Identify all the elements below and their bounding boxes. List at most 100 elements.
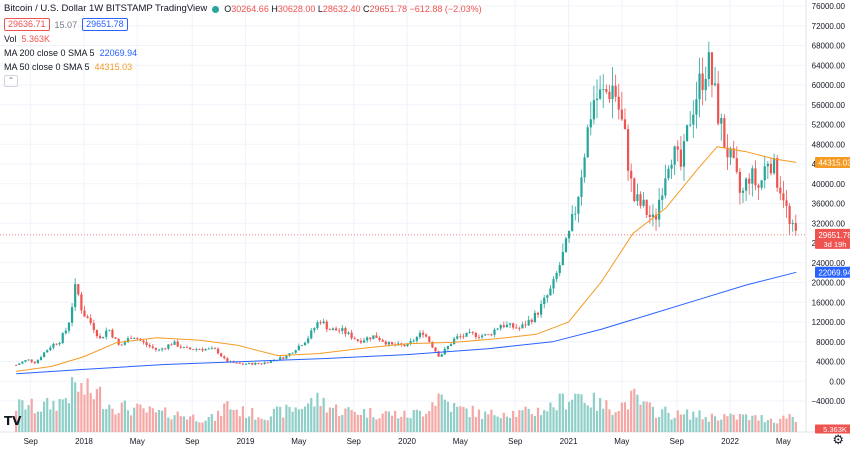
- candle-body: [614, 85, 617, 97]
- candle-body: [95, 330, 99, 337]
- volume-bar: [704, 417, 707, 432]
- candle-body: [477, 336, 481, 338]
- buy-price-box[interactable]: 29651.78: [82, 18, 128, 31]
- volume-bar: [170, 419, 173, 432]
- volume-bar: [108, 404, 111, 432]
- candle-body: [52, 343, 55, 348]
- candle-body: [322, 321, 325, 324]
- candle-body: [434, 347, 437, 352]
- volume-bar: [294, 407, 297, 432]
- candle-body: [67, 322, 71, 331]
- volume-bar: [552, 407, 555, 432]
- candle-body: [313, 328, 316, 331]
- candle-body: [24, 360, 27, 362]
- gear-icon[interactable]: ⚙: [832, 433, 844, 448]
- volume-bar: [685, 409, 689, 432]
- candle-body: [356, 339, 359, 341]
- candle-body: [592, 100, 596, 120]
- candle-body: [623, 119, 627, 130]
- volume-bar: [512, 410, 515, 432]
- candle-body: [695, 99, 698, 115]
- candle-body: [589, 119, 592, 128]
- candle-body: [238, 362, 241, 364]
- candle-body: [30, 359, 33, 362]
- volume-bar: [651, 406, 655, 432]
- volume-bar: [263, 419, 266, 432]
- candle-body: [285, 355, 288, 359]
- candle-body: [325, 321, 328, 330]
- price-tick-label: 4000.00: [816, 358, 845, 367]
- candle-body: [729, 148, 732, 158]
- candle-body: [403, 344, 406, 347]
- candle-body: [27, 359, 30, 361]
- candle-body: [291, 352, 294, 354]
- candle-body: [574, 213, 577, 215]
- volume-bar: [347, 407, 350, 432]
- candle-body: [636, 194, 639, 202]
- candle-body: [493, 329, 496, 335]
- candle-body: [468, 332, 471, 333]
- candle-body: [630, 170, 633, 179]
- collapse-legend-button[interactable]: ⌃: [4, 75, 18, 87]
- ma50-legend[interactable]: MA 50 close 0 SMA 5 44315.03: [4, 61, 482, 73]
- tradingview-logo[interactable]: TV: [4, 414, 22, 428]
- volume-bar: [297, 409, 300, 432]
- candle-body: [745, 178, 748, 191]
- sell-price-box[interactable]: 29636.71: [4, 18, 50, 31]
- volume-bar: [471, 405, 474, 432]
- candle-body: [465, 332, 468, 337]
- volume-bar: [421, 416, 425, 432]
- volume-bar: [540, 415, 543, 432]
- candle-body: [704, 79, 707, 91]
- volume-bar: [630, 390, 633, 432]
- volume-bar: [658, 417, 661, 432]
- candle-body: [732, 148, 735, 159]
- candle-body: [658, 199, 661, 220]
- volume-bar: [235, 409, 238, 432]
- candle-body: [46, 350, 49, 353]
- ma200-label: MA 200 close 0 SMA 5: [4, 48, 95, 58]
- volume-bar: [707, 421, 710, 432]
- chart-legend: Bitcoin / U.S. Dollar 1W BITSTAMP Tradin…: [4, 3, 482, 87]
- price-tick-label: 52000.00: [812, 121, 846, 130]
- candle-body: [437, 351, 440, 357]
- candle-body: [83, 310, 86, 317]
- candle-body: [204, 349, 207, 351]
- volume-bar: [633, 388, 636, 432]
- time-tick-label: Sep: [670, 437, 685, 446]
- candle-body: [33, 361, 36, 364]
- candle-body: [170, 344, 173, 346]
- volume-bar: [133, 407, 136, 432]
- volume-bar: [387, 411, 390, 432]
- candle-body: [18, 363, 21, 365]
- candle-body: [173, 341, 176, 345]
- volume-bar: [580, 394, 583, 432]
- ma200-legend[interactable]: MA 200 close 0 SMA 5 22069.94: [4, 47, 482, 59]
- volume-bar: [437, 393, 440, 432]
- candle-body: [260, 363, 263, 365]
- volume-bar: [400, 416, 403, 432]
- volume-bar: [794, 421, 797, 432]
- candle-body: [415, 336, 418, 341]
- ma50-label: MA 50 close 0 SMA 5: [4, 62, 90, 72]
- volume-bar: [620, 402, 623, 432]
- volume-bar: [366, 417, 369, 432]
- volume-bar: [375, 419, 378, 432]
- candle-body: [300, 345, 304, 347]
- volume-bar: [254, 419, 257, 432]
- candle-body: [480, 335, 484, 338]
- candle-body: [751, 168, 754, 184]
- volume-bar: [310, 397, 313, 432]
- volume-bar: [248, 416, 251, 432]
- volume-bar: [729, 413, 732, 432]
- price-tick-label: 24000.00: [812, 259, 846, 268]
- price-tick-label: 64000.00: [812, 61, 846, 70]
- volume-bar: [732, 414, 735, 432]
- price-tick-label: 76000.00: [812, 2, 846, 11]
- symbol-title[interactable]: Bitcoin / U.S. Dollar 1W BITSTAMP Tradin…: [4, 3, 208, 14]
- volume-bar: [515, 416, 518, 432]
- volume-bar: [496, 416, 499, 432]
- volume-indicator-legend[interactable]: Vol 5.363K: [4, 33, 482, 45]
- candle-body: [350, 332, 353, 339]
